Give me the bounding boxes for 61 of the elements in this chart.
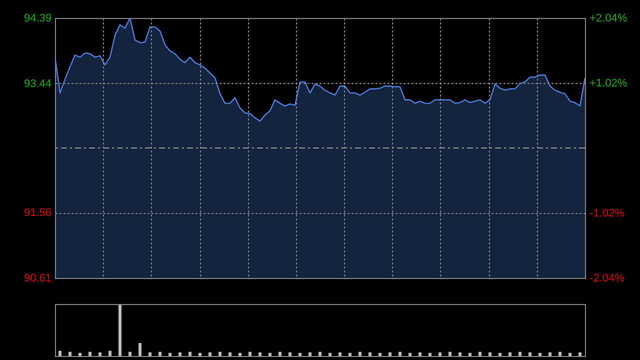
bar [578, 352, 582, 356]
bar [288, 352, 292, 356]
bar [248, 352, 252, 356]
bar [358, 352, 362, 356]
bar [368, 352, 372, 356]
bar [88, 352, 92, 356]
bar [348, 352, 352, 356]
y-tick-label: 93.44 [24, 78, 52, 90]
bar [238, 352, 242, 356]
bar [538, 352, 542, 356]
bar [528, 352, 532, 356]
bar [98, 352, 102, 356]
bar [548, 352, 552, 356]
bar [338, 352, 342, 356]
bar [318, 352, 322, 356]
bar [78, 352, 82, 356]
bar [108, 350, 112, 356]
bar [58, 350, 62, 356]
bar [438, 352, 442, 356]
bar [558, 352, 562, 356]
y2-tick-label: +1.02% [590, 78, 628, 90]
bar [428, 352, 432, 356]
bar [328, 352, 332, 356]
bar [138, 343, 142, 356]
bar [128, 352, 132, 356]
bar [388, 352, 392, 356]
bar [498, 352, 502, 356]
bar [508, 352, 512, 356]
bar [408, 352, 412, 356]
bar [448, 352, 452, 356]
bar [298, 352, 302, 356]
bar [198, 352, 202, 356]
bar [268, 352, 272, 356]
bar [178, 352, 182, 356]
bar [568, 352, 572, 356]
bar [398, 352, 402, 356]
bar [188, 352, 192, 356]
bar [148, 352, 152, 356]
bar [218, 352, 222, 356]
y-tick-label: 91.56 [24, 207, 52, 220]
bar [378, 352, 382, 356]
bar [258, 352, 262, 356]
bar [458, 352, 462, 356]
bar [518, 352, 522, 356]
y2-tick-label: +2.04% [590, 12, 628, 24]
bar [478, 352, 482, 356]
bar [118, 304, 122, 356]
bar [418, 352, 422, 356]
bar [228, 352, 232, 356]
bar [68, 352, 72, 356]
bar [278, 352, 282, 356]
bar [468, 352, 472, 356]
y-tick-label: 94.39 [24, 12, 52, 24]
y2-tick-label: -2.04% [590, 272, 625, 284]
y-tick-label: 90.61 [24, 272, 52, 284]
bar [488, 352, 492, 356]
y2-tick-label: -1.02% [590, 208, 625, 220]
bar [158, 352, 162, 356]
bar [208, 352, 212, 356]
bar [168, 352, 172, 356]
bar [308, 352, 312, 356]
